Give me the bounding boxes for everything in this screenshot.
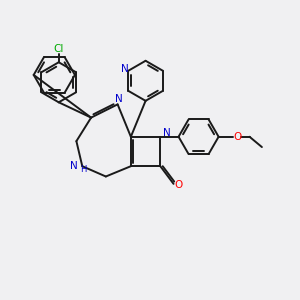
- Text: N: N: [115, 94, 123, 104]
- Text: N: N: [121, 64, 129, 74]
- Text: O: O: [175, 180, 183, 190]
- Text: O: O: [233, 132, 241, 142]
- Text: Cl: Cl: [53, 44, 64, 54]
- Text: N: N: [70, 161, 78, 171]
- Text: H: H: [80, 165, 87, 174]
- Text: N: N: [163, 128, 171, 138]
